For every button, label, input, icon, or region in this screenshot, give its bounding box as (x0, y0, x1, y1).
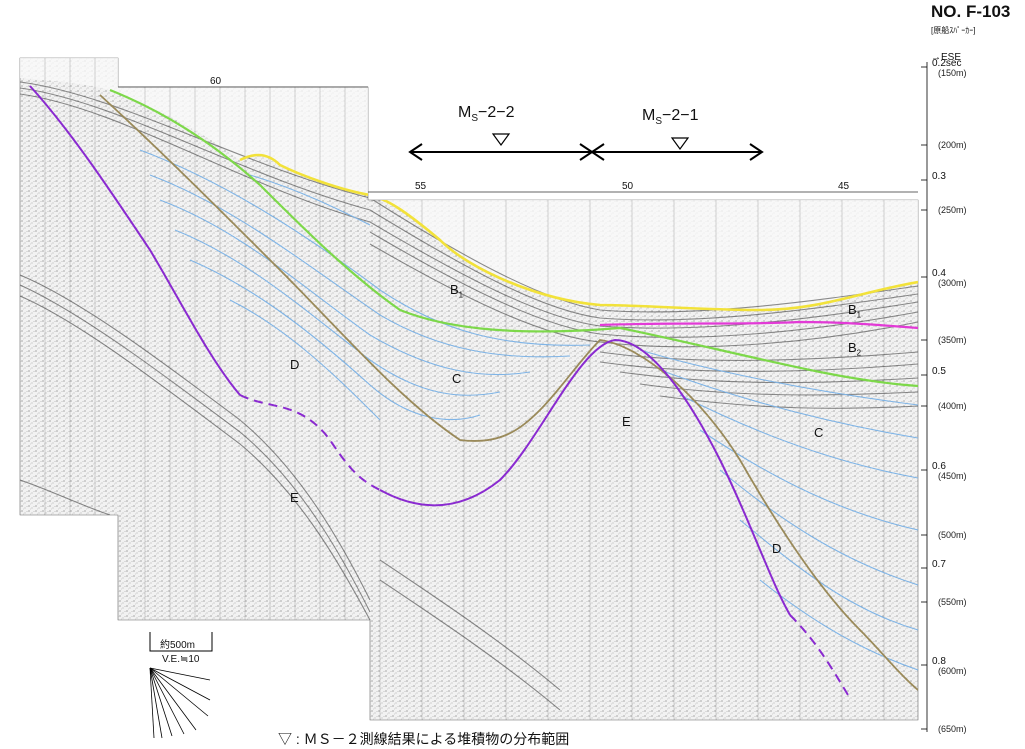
layer-c-label: C (452, 371, 462, 386)
e-top-horizon-inferred-deep (789, 614, 849, 696)
e-top-horizon-inferred (239, 394, 381, 491)
depth-time-label: 0.3 (932, 171, 946, 182)
ms-range-arrows (408, 143, 764, 161)
direction-label: →ESE (931, 52, 962, 63)
ms-2-1-label-rest: −2−1 (662, 107, 699, 124)
layer-b1-label: B1 (450, 282, 463, 300)
depth-meter-label: (500m) (938, 530, 967, 540)
scale-length-label: 約500m (160, 640, 196, 651)
depth-meter-label: (300m) (938, 278, 967, 288)
depth-time-label: 0.2sec (932, 58, 962, 69)
line-number-label: NO. F-103 (931, 2, 1011, 21)
reflector-bands (20, 81, 918, 711)
layer-b1-sub: 1 (458, 290, 464, 300)
seafloor-horizon (239, 153, 918, 312)
layer-b1-label-east: B1 (848, 302, 861, 320)
ms-2-1-label-sub: S (655, 116, 662, 128)
shotpoint-label: 45 (838, 181, 850, 192)
ms-2-2-label-sub: S (471, 113, 478, 125)
ms-2-1-label: MS−2−1 (642, 107, 698, 127)
ms-2-2-triangle (491, 133, 511, 147)
depth-time-label: 0.5 (932, 366, 946, 377)
layer-b1-letter: B (450, 282, 459, 297)
depth-meter-label: (350m) (938, 335, 967, 345)
layer-b2-letter: B (848, 340, 857, 355)
figure-caption: ▽ : ＭＳ－２測線結果による堆積物の分布範囲 (278, 731, 570, 747)
layer-b1-letter-east: B (848, 302, 857, 317)
shotpoint-label: 60 (210, 76, 222, 87)
depth-meter-label: (650m) (938, 724, 967, 734)
shotpoint-axis (118, 86, 918, 193)
depth-axis-ticks (921, 66, 927, 730)
depth-time-label: 0.7 (932, 559, 946, 570)
depth-meter-label: (550m) (938, 597, 967, 607)
depth-meter-label: (450m) (938, 471, 967, 481)
layer-c-reflectors (139, 149, 918, 671)
ms-2-1-triangle (670, 137, 690, 151)
ms-2-2-label-rest: −2−2 (478, 104, 515, 121)
ms-2-1-label-main: M (642, 107, 656, 124)
layer-e-label: E (622, 414, 631, 429)
layer-d-label: D (290, 357, 300, 372)
depth-meter-label: (200m) (938, 140, 967, 150)
b1-base-horizon (109, 88, 918, 388)
ms-2-2-label: MS−2−2 (458, 104, 514, 124)
e-top-horizon (29, 85, 241, 396)
scale-bar (149, 632, 213, 652)
source-label: [原船ｽﾊﾟｰｶｰ] (931, 26, 976, 35)
shotpoint-label: 50 (622, 181, 634, 192)
layer-b2-label: B2 (848, 340, 861, 358)
layer-c-label-east: C (814, 425, 824, 440)
depth-time-label: 0.4 (932, 268, 946, 279)
layer-d-label-deep: D (772, 541, 782, 556)
layer-b1-sub-east: 1 (856, 310, 862, 320)
shotpoint-label: 55 (415, 181, 427, 192)
d-base-horizon (99, 94, 918, 691)
layer-e-label-west: E (290, 490, 299, 505)
ms-2-2-label-main: M (458, 104, 472, 121)
dip-angle-fan (149, 667, 211, 739)
layer-b2-sub: 2 (856, 348, 862, 358)
depth-meter-label: (400m) (938, 401, 967, 411)
depth-time-label: 0.8 (932, 656, 946, 667)
b2-top-horizon (599, 320, 918, 330)
depth-meter-label: (250m) (938, 205, 967, 215)
depth-time-label: 0.6 (932, 461, 946, 472)
e-top-horizon-dome (379, 338, 791, 616)
depth-meter-label: (150m) (938, 68, 967, 78)
vertical-exaggeration-label: V.E.≒10 (162, 654, 200, 665)
depth-meter-label: (600m) (938, 666, 967, 676)
